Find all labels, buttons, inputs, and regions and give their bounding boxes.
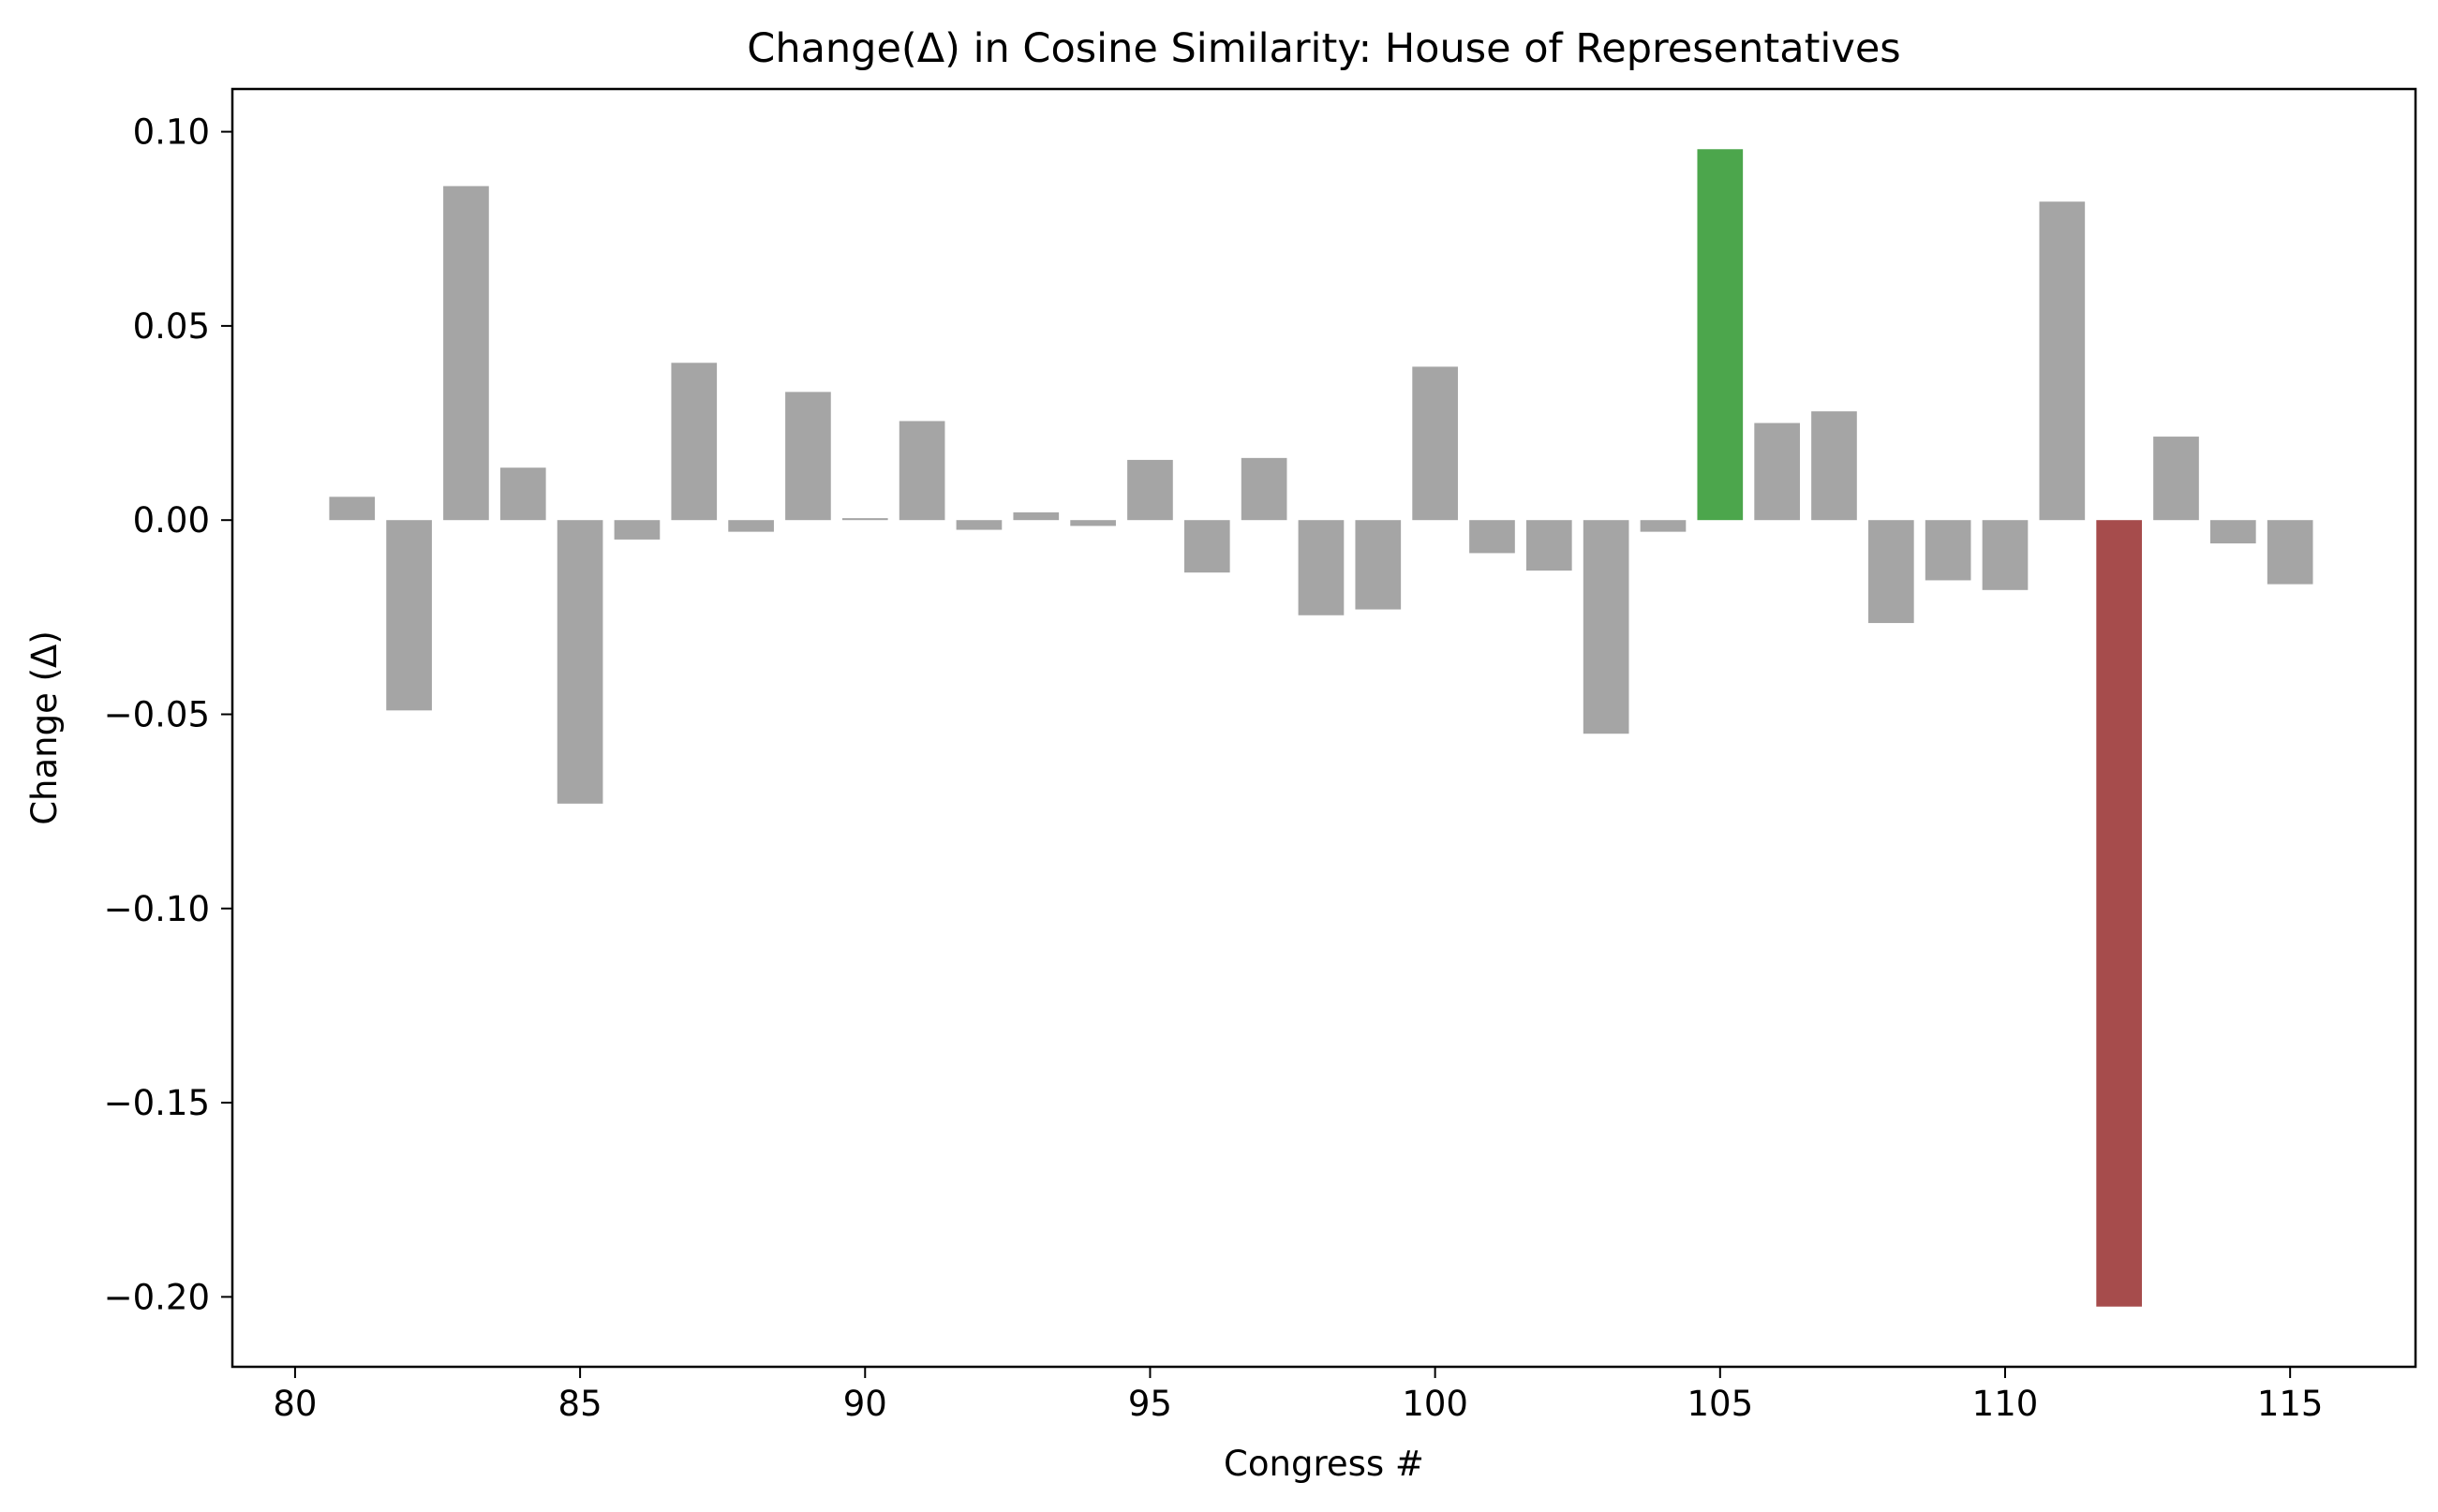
y-tick-label: 0.10 — [133, 112, 210, 153]
bar-congress-93 — [1013, 511, 1060, 521]
bar-congress-92 — [956, 520, 1003, 530]
bar-congress-109 — [1925, 520, 1971, 581]
bar-congress-97 — [1241, 457, 1287, 521]
bars-layer — [329, 149, 2313, 1307]
bar-congress-102 — [1525, 520, 1572, 571]
y-tick-label: 0.05 — [133, 306, 210, 347]
bar-congress-115 — [2267, 520, 2313, 585]
bar-congress-84 — [499, 467, 546, 521]
bar-congress-107 — [1811, 411, 1857, 521]
bar-congress-104 — [1640, 520, 1687, 532]
bar-congress-83 — [443, 185, 489, 521]
bar-congress-91 — [899, 421, 945, 521]
bar-congress-113 — [2153, 437, 2199, 521]
y-tick-label: −0.15 — [104, 1083, 210, 1123]
bar-congress-98 — [1298, 520, 1345, 615]
bar-congress-85 — [557, 520, 603, 804]
bar-congress-100 — [1412, 366, 1458, 521]
bar-congress-82 — [386, 520, 432, 711]
x-tick-label: 115 — [2257, 1384, 2324, 1424]
bar-congress-111 — [2039, 201, 2086, 521]
bar-congress-90 — [841, 518, 888, 521]
y-tick-label: 0.00 — [133, 500, 210, 541]
chart-title: Change(Δ) in Cosine Similarity: House of… — [747, 25, 1900, 72]
x-tick-label: 90 — [843, 1384, 887, 1424]
y-axis: 0.10 0.05 0.00 −0.05 −0.10 −0.15 −0.20 — [104, 112, 232, 1317]
x-axis: 80 85 90 95 100 105 110 115 — [273, 1367, 2323, 1424]
bar-congress-114 — [2209, 520, 2256, 544]
bar-congress-87 — [671, 363, 718, 521]
x-tick-label: 105 — [1687, 1384, 1753, 1424]
y-tick-label: −0.20 — [104, 1277, 210, 1317]
x-tick-label: 95 — [1128, 1384, 1172, 1424]
x-axis-label: Congress # — [1224, 1444, 1424, 1484]
bar-congress-106 — [1754, 422, 1800, 521]
bar-congress-95 — [1127, 459, 1173, 521]
bar-congress-94 — [1070, 520, 1116, 526]
x-tick-label: 100 — [1402, 1384, 1468, 1424]
bar-congress-96 — [1183, 520, 1230, 573]
bar-congress-110 — [1982, 520, 2029, 590]
bar-congress-108 — [1867, 520, 1914, 624]
bar-congress-88 — [728, 520, 774, 532]
bar-congress-103 — [1583, 520, 1629, 734]
bar-congress-101 — [1469, 520, 1515, 554]
bar-congress-81 — [329, 497, 376, 521]
plot-frame — [230, 87, 2417, 1369]
y-tick-label: −0.10 — [104, 889, 210, 929]
bar-congress-112 — [2096, 520, 2142, 1307]
x-tick-label: 85 — [558, 1384, 602, 1424]
bar-congress-89 — [785, 392, 831, 521]
x-tick-label: 80 — [273, 1384, 317, 1424]
y-tick-label: −0.05 — [104, 694, 210, 734]
bar-congress-99 — [1355, 520, 1402, 610]
bar-congress-105 — [1697, 149, 1744, 521]
y-axis-label: Change (Δ) — [24, 630, 65, 825]
bar-congress-86 — [614, 520, 661, 540]
x-tick-label: 110 — [1972, 1384, 2039, 1424]
